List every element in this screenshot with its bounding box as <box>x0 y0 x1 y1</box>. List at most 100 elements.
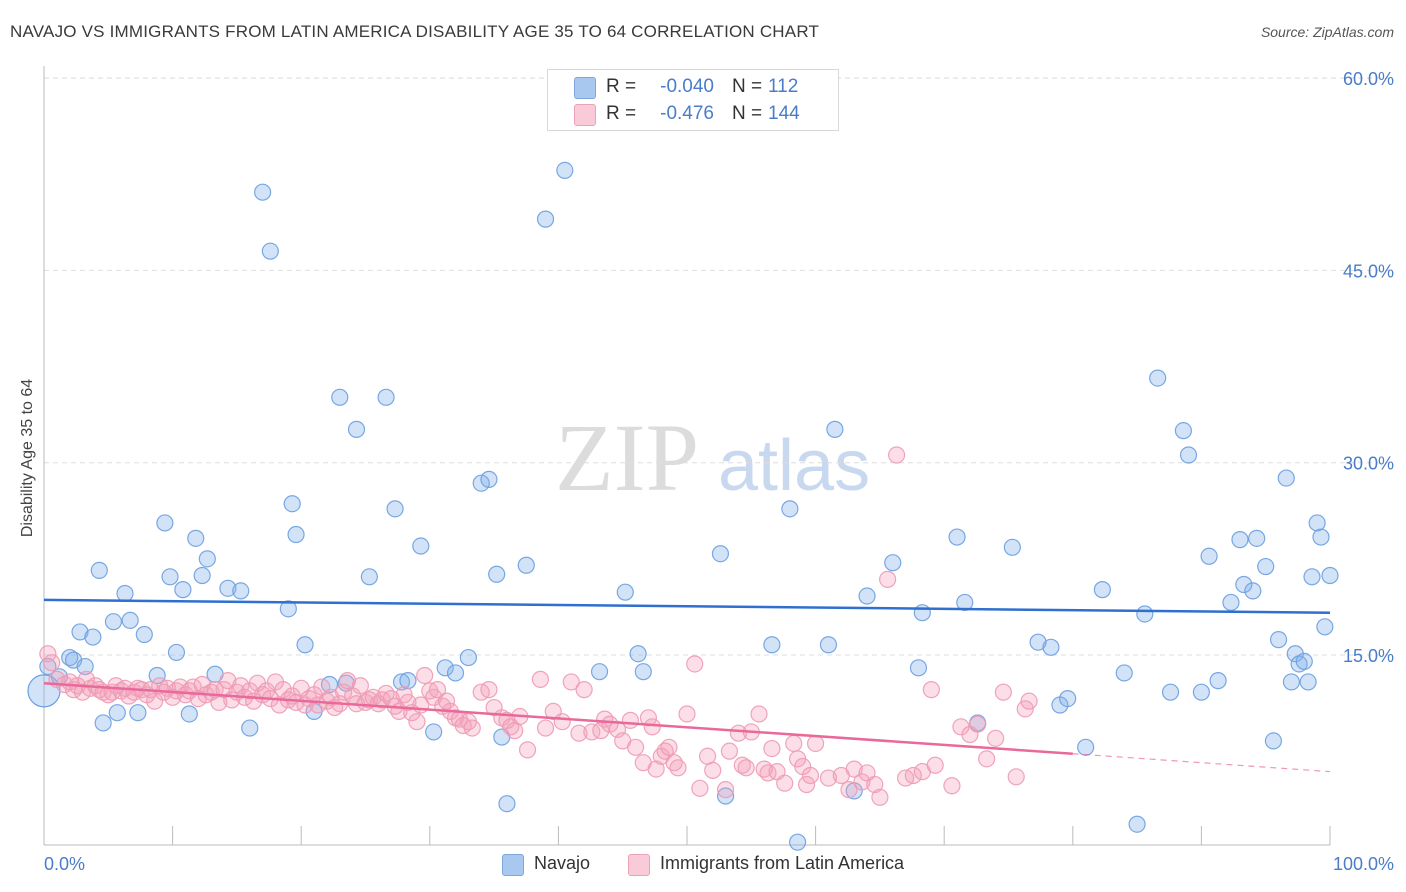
data-point <box>76 657 94 676</box>
data-point <box>978 750 996 768</box>
x-tick-labels: 0.0% 100.0% <box>44 854 1394 874</box>
data-point <box>729 724 748 742</box>
data-point <box>377 684 395 703</box>
data-point <box>781 500 799 518</box>
data-point <box>459 648 477 667</box>
legend-r-label: R = <box>606 76 637 97</box>
data-point <box>392 673 411 691</box>
data-point <box>866 775 884 794</box>
data-point <box>71 623 89 641</box>
latin-america-points <box>39 446 1038 806</box>
legend-label-latin: Immigrants from Latin America <box>660 853 905 873</box>
data-point <box>219 579 237 597</box>
legend-swatch-latin <box>628 854 650 876</box>
data-point <box>145 692 164 710</box>
data-point <box>1093 581 1111 599</box>
data-point <box>720 742 739 760</box>
data-point <box>1321 566 1339 585</box>
data-point <box>879 570 897 588</box>
data-point <box>296 636 314 654</box>
data-point <box>480 681 498 699</box>
data-point <box>1174 422 1192 440</box>
data-point <box>135 625 153 644</box>
source-credit: Source: ZipAtlas.com <box>1260 24 1394 40</box>
legend-r-value: -0.040 <box>660 76 714 97</box>
data-point <box>1007 768 1025 786</box>
data-point <box>819 636 838 654</box>
trend-line-navajo <box>43 598 1331 614</box>
data-point <box>43 654 61 672</box>
data-point <box>425 688 443 706</box>
y-tick-label: 30.0% <box>1343 454 1394 474</box>
data-point <box>629 645 647 663</box>
data-point <box>416 666 434 685</box>
data-point <box>536 719 555 737</box>
legend-swatch-latin <box>574 104 596 126</box>
data-point <box>969 715 987 733</box>
data-point <box>1192 683 1211 701</box>
data-point <box>351 677 369 695</box>
data-point <box>1179 446 1198 464</box>
data-point <box>691 779 709 797</box>
data-point <box>129 704 147 722</box>
data-point <box>167 643 186 662</box>
data-point <box>1316 618 1334 636</box>
data-point <box>446 664 465 682</box>
data-point <box>801 766 820 785</box>
data-point <box>1244 582 1262 600</box>
data-point <box>840 781 858 799</box>
data-point <box>987 729 1005 747</box>
data-point <box>1295 652 1313 671</box>
data-point <box>232 582 250 600</box>
data-point <box>913 604 931 622</box>
data-point <box>948 528 966 546</box>
data-point <box>104 613 123 631</box>
data-point <box>888 446 906 464</box>
trend-line-latin <box>43 681 1073 755</box>
data-point <box>395 686 413 704</box>
data-point <box>678 705 696 723</box>
data-point <box>116 584 134 603</box>
data-point <box>1149 369 1167 387</box>
legend-row-latin: R = -0.476 N = 144 <box>548 101 838 127</box>
watermark-atlas: atlas <box>718 426 870 506</box>
data-point <box>287 525 305 544</box>
data-point <box>1200 547 1218 565</box>
data-point <box>84 628 102 646</box>
watermark-zip: ZIP <box>555 404 699 511</box>
data-point <box>437 692 456 710</box>
data-point <box>180 705 198 723</box>
data-point <box>174 581 192 599</box>
data-point <box>1209 672 1227 690</box>
data-point <box>1161 683 1180 701</box>
data-point <box>621 711 640 729</box>
chart-title: NAVAJO VS IMMIGRANTS FROM LATIN AMERICA … <box>10 22 820 41</box>
data-point <box>463 719 481 737</box>
data-point <box>161 568 179 586</box>
data-point <box>219 672 237 690</box>
data-point <box>884 554 902 572</box>
data-point <box>853 773 871 791</box>
data-point <box>1042 638 1060 656</box>
y-tick-label: 60.0% <box>1343 69 1394 89</box>
data-point <box>1257 557 1275 576</box>
y-tick-label: 45.0% <box>1343 261 1394 281</box>
data-point <box>488 565 506 583</box>
x-tick-label: 0.0% <box>44 854 85 874</box>
data-point <box>1235 575 1253 594</box>
data-point <box>553 713 571 731</box>
data-point <box>1128 815 1146 833</box>
data-point <box>1020 692 1038 710</box>
navajo-points <box>27 161 1339 851</box>
data-point <box>922 681 940 699</box>
y-tick-labels: 15.0% 30.0% 45.0% 60.0% <box>1343 69 1394 666</box>
data-point <box>261 242 279 260</box>
legend-row-navajo: R = -0.040 N = 112 <box>548 74 838 100</box>
data-point <box>399 693 417 712</box>
data-point <box>647 760 665 778</box>
data-point <box>1016 700 1034 718</box>
data-point <box>241 719 259 737</box>
data-point <box>39 645 57 663</box>
data-point <box>1282 673 1301 691</box>
